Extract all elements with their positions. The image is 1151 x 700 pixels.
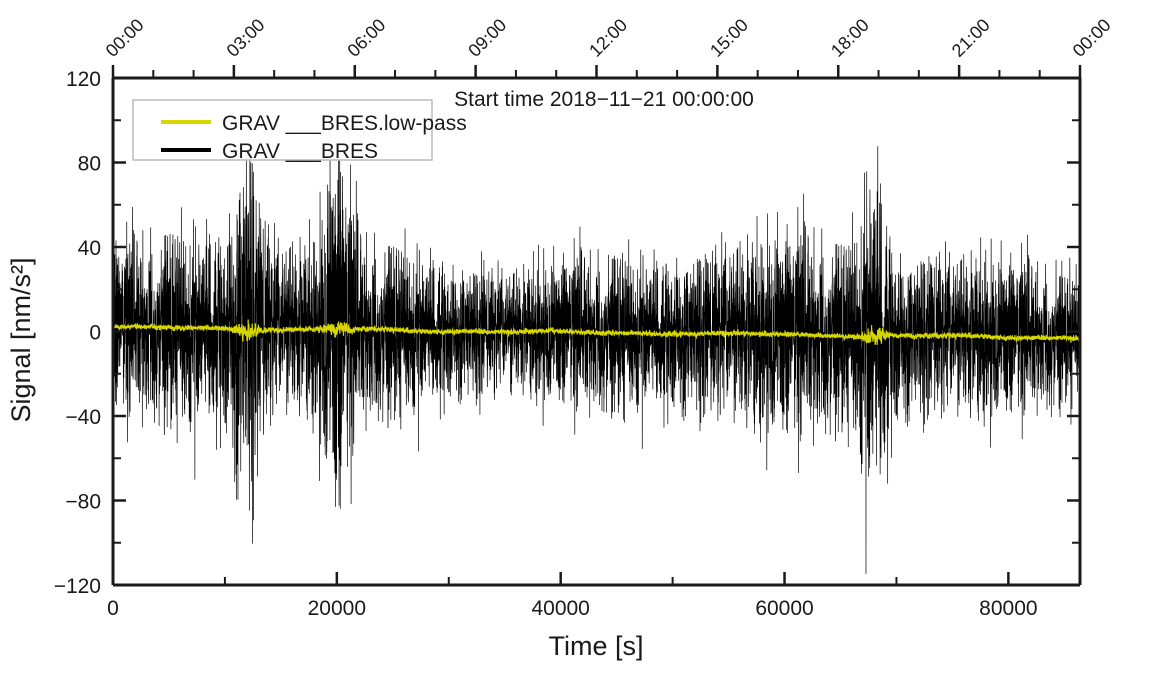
legend-item-raw[interactable]: GRAV ___BRES [161,140,378,163]
chart-title: Start time 2018−11−21 00:00:00 [454,88,754,111]
y-tick-label: 0 [89,322,101,345]
legend-item-lowpass[interactable]: GRAV ___BRES.low-pass [161,112,467,135]
y-tick-label: −40 [65,406,101,429]
y-axis-title: Signal [nm/s²] [6,257,36,422]
legend-label-lowpass: GRAV ___BRES.low-pass [222,112,467,135]
data-traces [113,124,1080,574]
series-line-raw [113,124,1080,574]
top-axis-major-ticks [111,65,1082,78]
x-axis-minor-ticks [223,577,898,585]
y-tick-label: 120 [66,68,101,91]
x-tick-label: 20000 [308,597,366,620]
series-line-lowpass [113,319,1080,346]
legend-label-raw: GRAV ___BRES [222,140,378,163]
x-tick-label: 60000 [755,597,813,620]
x-axis-major-ticks [111,572,1010,585]
x-axis-tick-labels: 0 20000 40000 60000 80000 [107,597,1037,620]
legend: GRAV ___BRES.low-pass GRAV ___BRES [132,99,467,163]
y-tick-label: −120 [54,575,101,598]
x-axis-title: Time [s] [548,631,643,661]
x-tick-label: 0 [107,597,119,620]
x-tick-label: 40000 [531,597,589,620]
top-axis-minor-ticks [152,70,1041,78]
y-axis-minor-ticks [113,119,1080,544]
y-tick-label: −80 [65,491,101,514]
y-tick-label: 40 [78,237,101,260]
y-axis-major-ticks [113,76,1080,587]
y-tick-label: 80 [78,153,101,176]
y-axis-tick-labels: 120 80 40 0 −40 −80 −120 [54,68,101,598]
x-tick-label: 80000 [979,597,1037,620]
